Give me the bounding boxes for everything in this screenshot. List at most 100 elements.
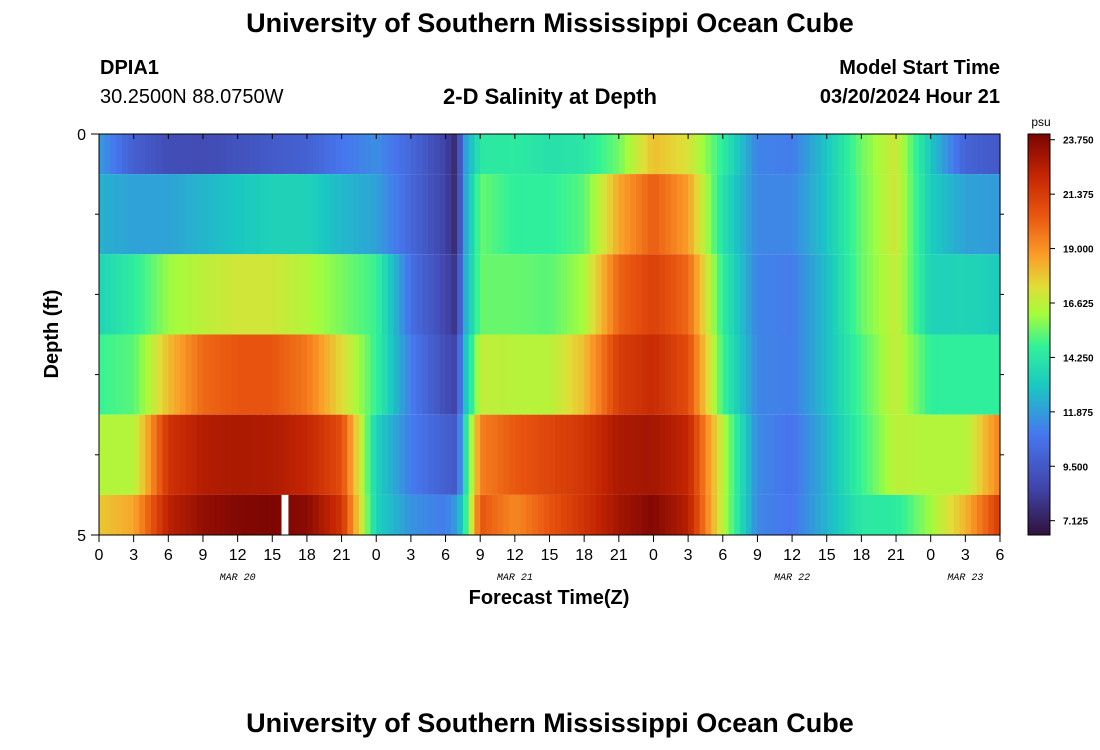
heatmap-cell [520,174,527,255]
heatmap-cell [439,494,447,535]
heatmap-cell [896,334,903,415]
heatmap-cell [768,494,776,535]
heatmap-cell [872,334,880,415]
heatmap-cell [104,334,112,415]
heatmap-cell [763,334,770,415]
heatmap-cell [283,254,291,335]
heatmap-cell [468,254,476,335]
heatmap-cell [231,134,239,175]
heatmap-cell [820,254,828,335]
heatmap-cell [145,134,152,175]
heatmap-cell [208,494,216,535]
heatmap-cell [705,414,712,495]
heatmap-cell [133,174,141,255]
heatmap-cell [122,414,129,495]
heatmap-cell [433,134,441,175]
heatmap-cell [688,414,695,495]
heatmap-cell [191,134,198,175]
heatmap-cell [462,414,470,495]
heatmap-cell [451,414,458,495]
heatmap-cell [214,254,221,335]
heatmap-cell [647,494,655,535]
heatmap-cell [855,174,862,255]
heatmap-cell [382,494,389,535]
heatmap-cell [393,494,400,535]
heatmap-cell [208,134,216,175]
heatmap-cell [428,134,435,175]
heatmap-cell [665,254,672,335]
heatmap-cell [514,174,522,255]
heatmap-cell [318,254,325,335]
heatmap-cell [503,494,510,535]
heatmap-cell [844,494,851,535]
heatmap-cell [110,414,117,495]
heatmap-cell [549,414,556,495]
heatmap-cell [226,134,233,175]
heatmap-cell [636,414,643,495]
heatmap-cell [526,494,533,535]
heatmap-cell [884,334,891,415]
heatmap-cell [838,494,845,535]
heatmap-cell [711,134,718,175]
heatmap-cell [716,334,724,415]
heatmap-cell [133,254,141,335]
heatmap-cell [399,254,406,335]
x-tick-label: 15 [263,547,281,564]
heatmap-cell [445,414,452,495]
heatmap-cell [289,134,296,175]
heatmap-cell [711,174,718,255]
heatmap-cell [168,334,175,415]
heatmap-cell [422,174,429,255]
heatmap-cell [457,134,464,175]
heatmap-cell [561,174,568,255]
heatmap-cell [896,414,903,495]
heatmap-cell [641,494,649,535]
heatmap-cell [890,134,897,175]
heatmap-cell [572,134,579,175]
x-tick-label: 21 [610,547,628,564]
heatmap-cell [641,414,649,495]
heatmap-cell [520,254,527,335]
heatmap-cell [624,254,631,335]
heatmap-cell [295,334,302,415]
heatmap-cell [145,334,152,415]
heatmap-cell [353,174,360,255]
heatmap-cell [890,334,897,415]
heatmap-cell [988,134,995,175]
heatmap-cell [971,174,978,255]
heatmap-cell [844,334,851,415]
heatmap-cell [133,134,141,175]
heatmap-cell [959,254,966,335]
heatmap-cell [728,494,735,535]
heatmap-cell [110,254,117,335]
heatmap-cell [618,134,626,175]
heatmap-cell [682,414,689,495]
heatmap-cell [370,334,377,415]
heatmap-cell [520,494,527,535]
heatmap-cell [549,134,556,175]
heatmap-cell [474,134,481,175]
heatmap-cell [786,174,793,255]
heatmap-cell [433,494,441,535]
footer-title: University of Southern Mississippi Ocean… [246,708,854,738]
heatmap-cell [930,254,938,335]
heatmap-cell [924,494,932,535]
y-tick-label: 5 [77,528,86,545]
heatmap-cell [156,254,164,335]
heatmap-cell [468,334,476,415]
heatmap-cell [474,254,481,335]
heatmap-cell [595,134,603,175]
heatmap-cell [491,494,499,535]
heatmap-cell [405,414,412,495]
heatmap-cell [399,494,406,535]
heatmap-cell [231,334,239,415]
heatmap-cell [168,254,175,335]
heatmap-cell [688,174,695,255]
heatmap-cell [324,254,331,335]
heatmap-cell [688,334,695,415]
heatmap-cell [792,134,799,175]
heatmap-cell [561,254,568,335]
heatmap-cell [433,174,441,255]
heatmap-cell [705,134,712,175]
heatmap-cell [491,134,499,175]
